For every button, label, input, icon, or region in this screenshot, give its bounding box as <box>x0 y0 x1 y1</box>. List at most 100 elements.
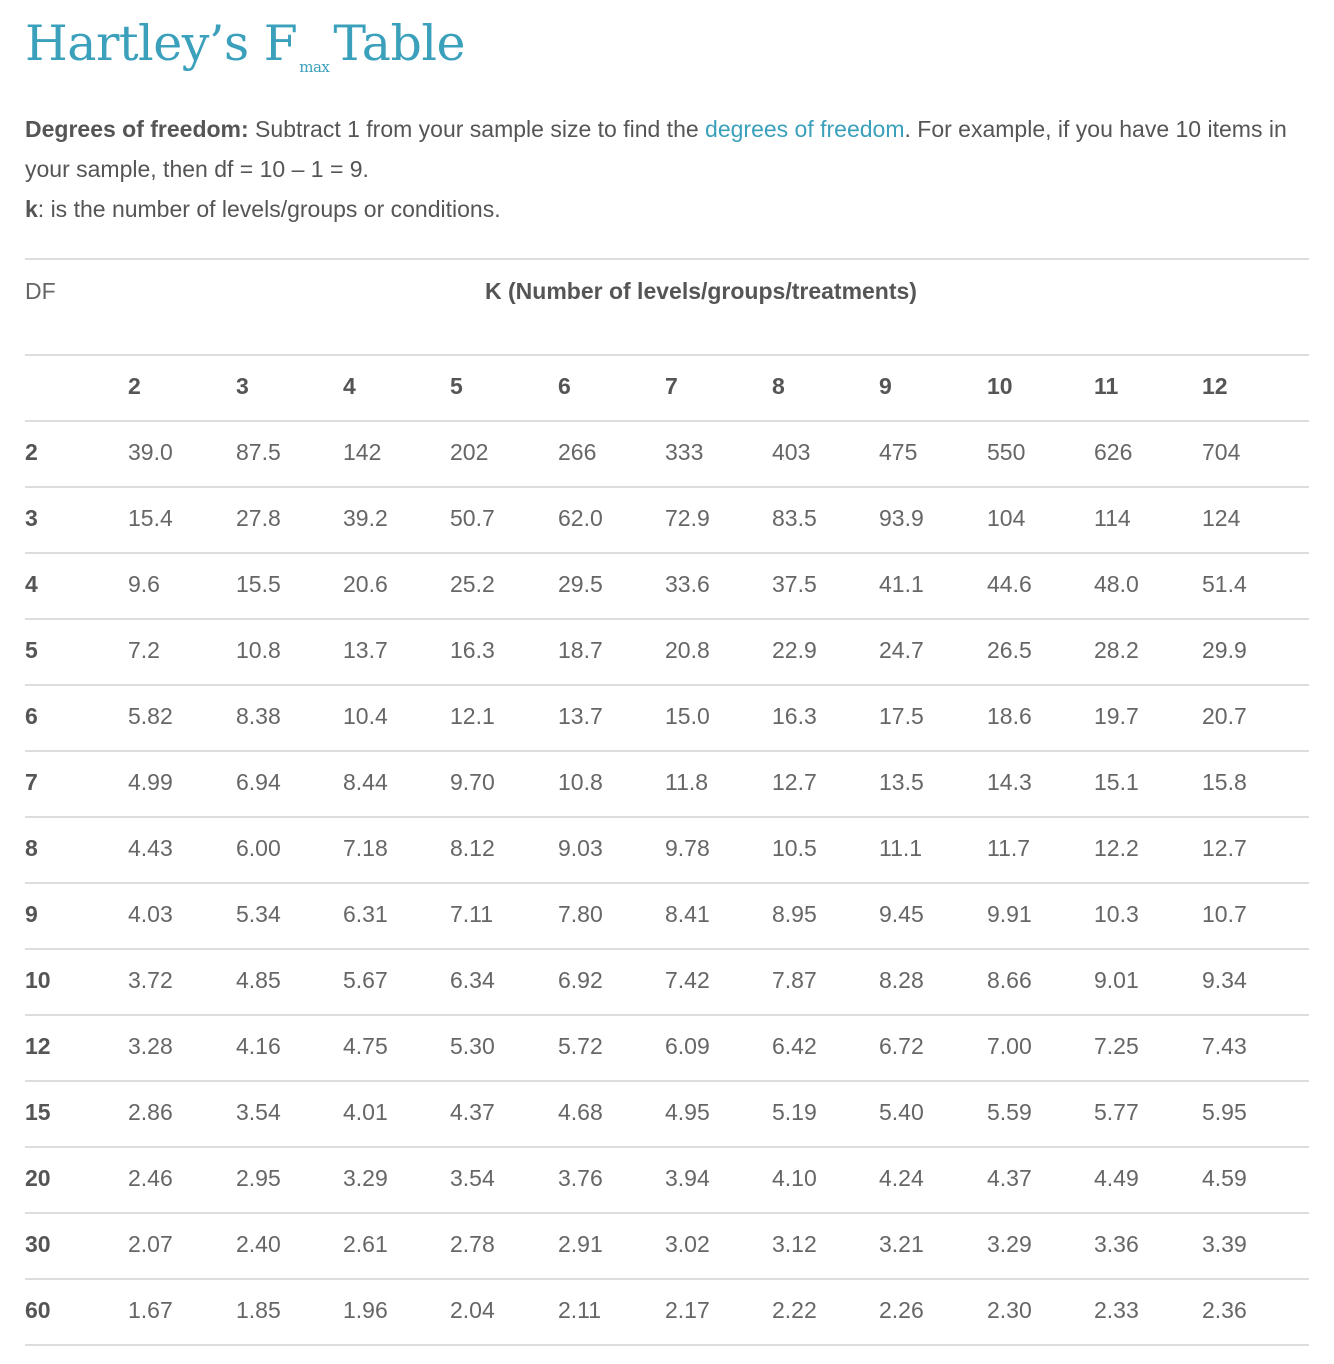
table-cell: 18.6 <box>987 703 1032 729</box>
df-term: Degrees of freedom: <box>25 116 249 142</box>
table-cell: 2.07 <box>128 1231 173 1257</box>
table-cell: 5.72 <box>558 1033 603 1059</box>
row-rule <box>25 1212 1309 1214</box>
table-cell: 8.66 <box>987 967 1032 993</box>
table-cell: 7.11 <box>450 901 494 927</box>
table-cell: 124 <box>1202 505 1241 531</box>
table-cell: 2.30 <box>987 1297 1032 1323</box>
table-cell: 41.1 <box>879 571 924 597</box>
table-cell: 15.1 <box>1094 769 1139 795</box>
table-cell: 4.01 <box>343 1099 388 1125</box>
table-cell: 2.04 <box>450 1297 495 1323</box>
table-cell: 8.95 <box>772 901 817 927</box>
table-cell: 10.5 <box>772 835 817 861</box>
k-value-header: 10 <box>987 373 1013 399</box>
table-cell: 626 <box>1094 439 1133 465</box>
table-cell: 4.75 <box>343 1033 388 1059</box>
table-cell: 3.21 <box>879 1231 924 1257</box>
table-cell: 13.7 <box>558 703 603 729</box>
k-value-header: 9 <box>879 373 892 399</box>
k-term: k <box>25 196 38 222</box>
table-cell: 7.80 <box>558 901 603 927</box>
table-cell: 15.8 <box>1202 769 1247 795</box>
k-header: K (Number of levels/groups/treatments) <box>485 278 917 304</box>
table-cell: 4.10 <box>772 1165 817 1191</box>
row-rule <box>25 1278 1309 1280</box>
table-cell: 8.12 <box>450 835 495 861</box>
table-cell: 5.67 <box>343 967 388 993</box>
table-cell: 10.8 <box>236 637 281 663</box>
table-cell: 10.4 <box>343 703 388 729</box>
table-cell: 3.76 <box>558 1165 603 1191</box>
table-cell: 83.5 <box>772 505 817 531</box>
df-value: 10 <box>25 967 51 993</box>
table-cell: 2.40 <box>236 1231 281 1257</box>
table-cell: 7.18 <box>343 835 388 861</box>
header-rule <box>25 354 1309 356</box>
k-value-header: 2 <box>128 373 141 399</box>
table-cell: 4.49 <box>1094 1165 1139 1191</box>
table-cell: 7.42 <box>665 967 710 993</box>
table-cell: 9.01 <box>1094 967 1139 993</box>
table-cell: 29.5 <box>558 571 603 597</box>
table-cell: 16.3 <box>450 637 495 663</box>
table-cell: 15.5 <box>236 571 281 597</box>
table-cell: 5.59 <box>987 1099 1032 1125</box>
table-cell: 5.30 <box>450 1033 495 1059</box>
table-cell: 7.2 <box>128 637 160 663</box>
table-cell: 550 <box>987 439 1026 465</box>
table-cell: 104 <box>987 505 1026 531</box>
row-rule <box>25 750 1309 752</box>
k-value-header: 7 <box>665 373 678 399</box>
table-cell: 24.7 <box>879 637 924 663</box>
table-cell: 9.78 <box>665 835 710 861</box>
table-cell: 3.29 <box>343 1165 388 1191</box>
table-cell: 12.7 <box>1202 835 1247 861</box>
k-value-header: 8 <box>772 373 785 399</box>
table-cell: 6.94 <box>236 769 281 795</box>
df-value: 3 <box>25 505 38 531</box>
table-cell: 14.3 <box>987 769 1032 795</box>
table-cell: 142 <box>343 439 382 465</box>
table-cell: 50.7 <box>450 505 495 531</box>
table-cell: 16.3 <box>772 703 817 729</box>
df-paragraph: Degrees of freedom: Subtract 1 from your… <box>25 109 1315 189</box>
k-value-header: 12 <box>1202 373 1228 399</box>
table-cell: 4.24 <box>879 1165 924 1191</box>
table-cell: 9.03 <box>558 835 603 861</box>
table-cell: 44.6 <box>987 571 1032 597</box>
table-cell: 11.8 <box>665 769 709 795</box>
table-cell: 704 <box>1202 439 1241 465</box>
table-cell: 4.43 <box>128 835 173 861</box>
table-cell: 4.37 <box>987 1165 1032 1191</box>
table-cell: 5.34 <box>236 901 281 927</box>
table-cell: 5.95 <box>1202 1099 1247 1125</box>
table-cell: 1.67 <box>128 1297 173 1323</box>
table-cell: 39.0 <box>128 439 173 465</box>
table-cell: 11.7 <box>987 835 1031 861</box>
table-cell: 3.39 <box>1202 1231 1247 1257</box>
table-cell: 25.2 <box>450 571 495 597</box>
k-value-header: 4 <box>343 373 356 399</box>
df-text-after-link: . For example, if you have 10 items in y… <box>25 116 1287 182</box>
table-cell: 10.3 <box>1094 901 1139 927</box>
table-cell: 15.0 <box>665 703 710 729</box>
df-header: DF <box>25 278 56 304</box>
row-rule <box>25 552 1309 554</box>
table-cell: 333 <box>665 439 704 465</box>
table-cell: 9.6 <box>128 571 160 597</box>
table-cell: 93.9 <box>879 505 924 531</box>
table-cell: 19.7 <box>1094 703 1139 729</box>
table-cell: 2.91 <box>558 1231 603 1257</box>
degrees-of-freedom-link[interactable]: degrees of freedom <box>705 116 905 142</box>
table-cell: 26.5 <box>987 637 1032 663</box>
table-cell: 87.5 <box>236 439 281 465</box>
table-cell: 3.54 <box>450 1165 495 1191</box>
table-cell: 7.00 <box>987 1033 1032 1059</box>
df-value: 6 <box>25 703 38 729</box>
df-value: 5 <box>25 637 38 663</box>
table-cell: 8.38 <box>236 703 281 729</box>
table-cell: 9.70 <box>450 769 495 795</box>
table-cell: 475 <box>879 439 918 465</box>
table-cell: 3.28 <box>128 1033 173 1059</box>
